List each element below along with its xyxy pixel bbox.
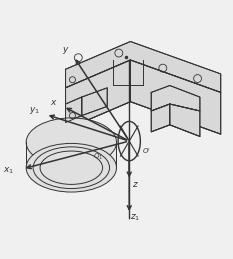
Polygon shape [65, 60, 130, 130]
Text: $x$: $x$ [50, 98, 58, 107]
Text: $y_1$: $y_1$ [29, 105, 40, 117]
Text: $y$: $y$ [62, 45, 69, 56]
Text: $O'$: $O'$ [142, 146, 151, 156]
Text: $x_1$: $x_1$ [3, 166, 14, 176]
Ellipse shape [26, 118, 116, 167]
Text: $z_1$: $z_1$ [130, 213, 140, 224]
Text: $z$: $z$ [132, 180, 138, 189]
Polygon shape [151, 85, 200, 111]
Polygon shape [82, 88, 107, 116]
Polygon shape [130, 60, 221, 134]
Polygon shape [170, 104, 200, 136]
Polygon shape [65, 97, 82, 123]
Polygon shape [65, 41, 221, 92]
Ellipse shape [26, 143, 116, 192]
Polygon shape [26, 142, 116, 168]
Text: $O_1$: $O_1$ [93, 152, 103, 162]
Polygon shape [151, 104, 170, 132]
